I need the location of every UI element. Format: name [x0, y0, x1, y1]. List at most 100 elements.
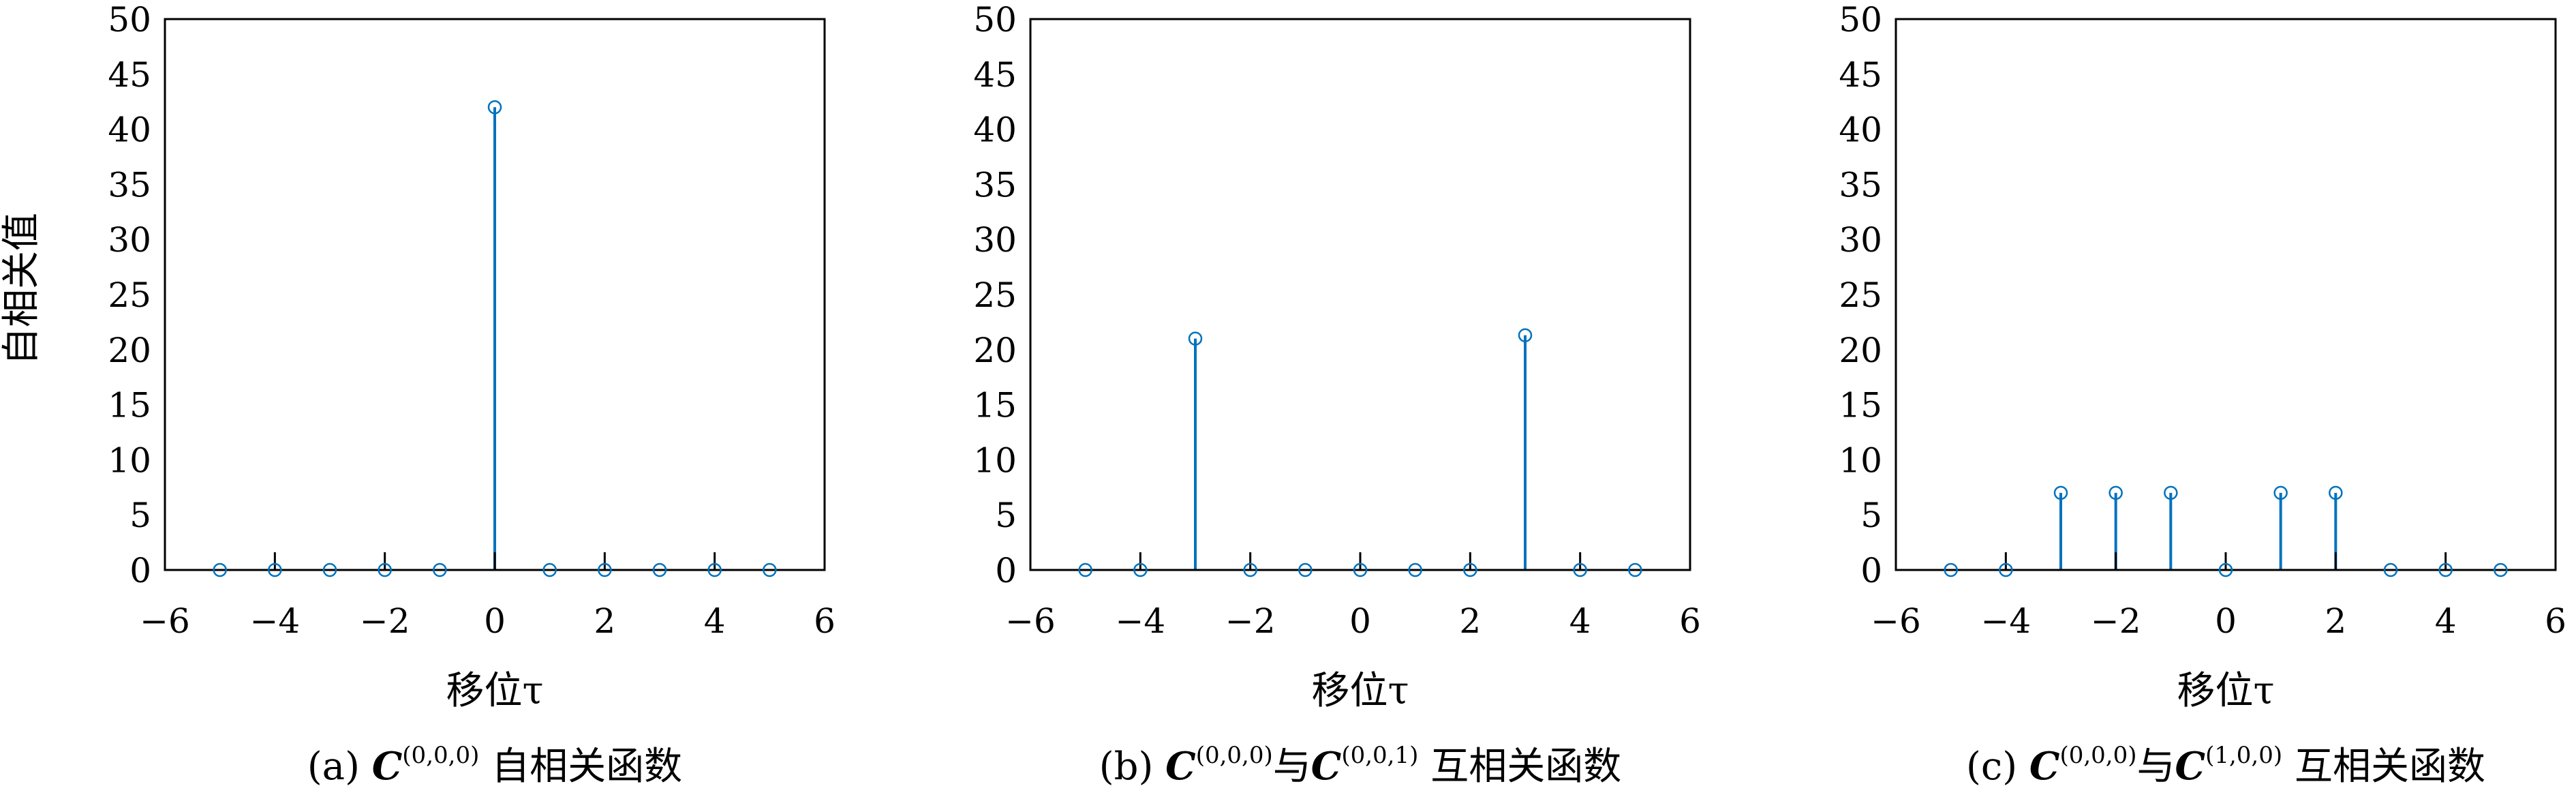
plot-frame	[1029, 18, 1691, 571]
caption-superscript: (0,0,1)	[1341, 742, 1418, 769]
data-point	[1573, 562, 1587, 577]
y-tick-label: 0	[995, 551, 1017, 590]
data-point	[1944, 562, 1958, 577]
data-point	[2329, 485, 2343, 500]
y-tick-label: 25	[1839, 275, 1882, 315]
caption-symbol: C	[2175, 744, 2206, 789]
caption-connector: 与	[2137, 745, 2175, 789]
x-tick-label: −6	[140, 601, 190, 641]
x-axis-label: 移位τ	[2177, 669, 2275, 713]
x-tick-label: −4	[1980, 601, 2031, 641]
x-axis-label: 移位τ	[446, 669, 544, 713]
y-tick-label: 35	[108, 165, 151, 205]
x-tick-label: 0	[2215, 601, 2237, 641]
data-point	[487, 100, 502, 115]
y-tick-label: 10	[973, 440, 1017, 480]
subfigure-caption: (b) C(0,0,0)与C(0,0,1) 互相关函数	[1099, 742, 1621, 789]
caption-prefix: (c)	[1966, 745, 2029, 789]
x-tick-label: −6	[1005, 601, 1056, 641]
caption-superscript: (0,0,0)	[1196, 742, 1273, 769]
x-tick-label: 2	[2325, 601, 2346, 641]
data-point	[213, 562, 227, 577]
y-tick-label: 15	[108, 386, 151, 425]
x-tick-label: −2	[1225, 601, 1276, 641]
data-point	[2109, 485, 2123, 500]
x-tick-label: 0	[1349, 601, 1371, 641]
data-point	[1463, 562, 1477, 577]
data-point	[1628, 562, 1642, 577]
caption-superscript: (1,0,0)	[2205, 742, 2282, 769]
subfigure-caption: (a) C(0,0,0) 自相关函数	[307, 742, 682, 789]
y-tick-label: 45	[108, 55, 151, 95]
chart-panel-a: −6 −4 −2 0 2 4 6 0 5 10 15 20 25 30 35 40 45 50 移位τ 自相关值 (a)…	[0, 0, 835, 789]
x-tick-label: 4	[2435, 601, 2457, 641]
caption-symbol: C	[1165, 744, 1196, 789]
x-tick-label: −4	[1115, 601, 1165, 641]
data-point	[1518, 328, 1533, 343]
data-point	[1243, 562, 1257, 577]
y-tick-label: 30	[973, 220, 1017, 260]
y-tick-label: 15	[973, 386, 1017, 425]
y-tick-label: 0	[129, 551, 151, 590]
data-point	[433, 562, 447, 577]
caption-symbol: C	[1311, 744, 1342, 789]
data-point	[2053, 485, 2068, 500]
y-tick-label: 50	[973, 0, 1017, 40]
y-tick-label: 40	[973, 110, 1017, 150]
x-axis-label: 移位τ	[1312, 669, 1409, 713]
y-tick-label: 30	[108, 220, 151, 260]
y-tick-label: 0	[1860, 551, 1882, 590]
caption-prefix: (b)	[1099, 745, 1165, 789]
x-tick-label: 6	[1679, 601, 1701, 641]
y-tick-label: 50	[108, 0, 151, 40]
x-tick-label: −6	[1871, 601, 1921, 641]
data-point	[652, 562, 667, 577]
y-tick-label: 25	[108, 275, 151, 315]
y-tick-label: 40	[1839, 110, 1882, 150]
x-tick-label: 2	[1459, 601, 1481, 641]
x-tick-label: −4	[249, 601, 300, 641]
x-tick-label: −2	[2091, 601, 2141, 641]
data-point	[598, 562, 612, 577]
y-tick-label: 5	[129, 496, 151, 535]
y-tick-label: 45	[1839, 55, 1882, 95]
data-point	[763, 562, 777, 577]
data-point	[2164, 485, 2178, 500]
data-point	[1408, 562, 1422, 577]
y-axis-label: 自相关值	[0, 213, 44, 365]
y-tick-label: 5	[1860, 496, 1882, 535]
data-point	[1078, 562, 1092, 577]
data-point	[2438, 562, 2453, 577]
y-tick-label: 15	[1839, 386, 1882, 425]
caption-suffix: 自相关函数	[479, 745, 682, 789]
caption-superscript: (0,0,0)	[402, 742, 479, 769]
x-tick-label: 4	[1569, 601, 1591, 641]
x-tick-label: 0	[484, 601, 506, 641]
y-tick-label: 10	[108, 440, 151, 480]
x-tick-label: 6	[814, 601, 835, 641]
y-tick-label: 20	[108, 331, 151, 370]
data-point	[1298, 562, 1313, 577]
y-tick-label: 5	[995, 496, 1017, 535]
data-point	[268, 562, 282, 577]
caption-suffix: 互相关函数	[1418, 745, 1621, 789]
x-tick-label: 2	[594, 601, 615, 641]
x-tick-label: 4	[704, 601, 726, 641]
subfigure-caption: (c) C(0,0,0)与C(1,0,0) 互相关函数	[1966, 742, 2485, 789]
caption-symbol: C	[2029, 744, 2060, 789]
y-tick-label: 25	[973, 275, 1017, 315]
data-point	[1999, 562, 2013, 577]
data-point	[707, 562, 722, 577]
y-tick-label: 40	[108, 110, 151, 150]
x-tick-label: 6	[2545, 601, 2566, 641]
x-tick-label: −2	[360, 601, 410, 641]
data-point	[1188, 331, 1203, 346]
caption-prefix: (a)	[307, 745, 372, 789]
y-tick-label: 30	[1839, 220, 1882, 260]
y-tick-label: 50	[1839, 0, 1882, 40]
data-point	[1133, 562, 1148, 577]
y-tick-label: 35	[1839, 165, 1882, 205]
